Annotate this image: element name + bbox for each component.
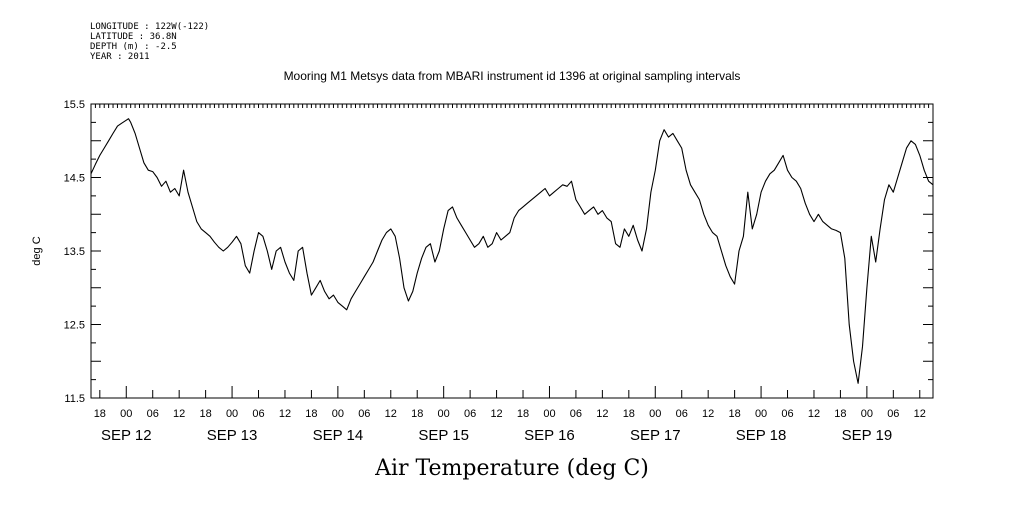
x-hour-label: 18 <box>94 408 106 420</box>
x-day-label: SEP 15 <box>418 427 469 444</box>
metadata-line: LONGITUDE : 122W(-122) <box>90 22 209 32</box>
x-hour-label: 06 <box>887 408 899 420</box>
y-axis-label: deg C <box>31 236 43 265</box>
x-hour-label: 00 <box>438 408 450 420</box>
x-hour-label: 00 <box>332 408 344 420</box>
x-hour-label: 06 <box>464 408 476 420</box>
plot-frame <box>90 103 934 399</box>
series-line <box>90 118 934 384</box>
y-tick-labels: 11.5 12.5 13.5 14.5 15.5 <box>64 99 85 405</box>
x-hour-label: 18 <box>728 408 740 420</box>
x-hour-label: 06 <box>358 408 370 420</box>
x-hour-label: 12 <box>596 408 608 420</box>
x-hour-label: 18 <box>411 408 423 420</box>
series-layer <box>90 118 934 384</box>
x-hour-label: 06 <box>147 408 159 420</box>
x-hour-label: 00 <box>649 408 661 420</box>
x-hour-label: 18 <box>834 408 846 420</box>
metadata-line: DEPTH (m) : -2.5 <box>90 42 177 52</box>
x-day-label: SEP 18 <box>736 427 787 444</box>
x-day-label: SEP 16 <box>524 427 575 444</box>
metadata-line: YEAR : 2011 <box>90 52 150 62</box>
y-tick-label: 11.5 <box>64 393 85 405</box>
x-hour-label: 12 <box>914 408 926 420</box>
metadata-block: LONGITUDE : 122W(-122) LATITUDE : 36.8N … <box>90 22 209 62</box>
x-hour-label: 12 <box>490 408 502 420</box>
x-hour-label: 06 <box>570 408 582 420</box>
ticks-layer <box>90 103 934 399</box>
y-tick-label: 14.5 <box>64 173 85 185</box>
x-hour-label: 00 <box>861 408 873 420</box>
metadata-line: LATITUDE : 36.8N <box>90 32 177 42</box>
x-day-label: SEP 12 <box>101 427 152 444</box>
x-day-label: SEP 13 <box>207 427 258 444</box>
x-hour-label: 12 <box>808 408 820 420</box>
x-hour-label: 00 <box>226 408 238 420</box>
x-hour-label: 12 <box>173 408 185 420</box>
x-hour-label: 12 <box>279 408 291 420</box>
x-hour-label: 18 <box>623 408 635 420</box>
x-hour-label: 18 <box>305 408 317 420</box>
y-tick-label: 15.5 <box>64 99 85 111</box>
x-day-label: SEP 19 <box>842 427 893 444</box>
x-day-label: SEP 17 <box>630 427 681 444</box>
y-tick-label: 12.5 <box>64 320 85 332</box>
x-hour-label: 12 <box>385 408 397 420</box>
x-hour-label: 18 <box>517 408 529 420</box>
x-hour-label: 00 <box>120 408 132 420</box>
x-hour-label: 06 <box>252 408 264 420</box>
x-hour-label: 06 <box>676 408 688 420</box>
x-hour-label: 12 <box>702 408 714 420</box>
y-tick-label: 13.5 <box>64 246 85 258</box>
x-hour-label: 06 <box>781 408 793 420</box>
x-hour-label: 18 <box>199 408 211 420</box>
x-hour-label: 00 <box>755 408 767 420</box>
x-axis-label: Air Temperature (deg C) <box>374 456 649 481</box>
x-tick-labels: 18 00 06 12 18 00 06 12 18 00 06 12 18 00 06 12 18 00 06 12… <box>94 408 926 444</box>
x-day-label: SEP 14 <box>313 427 364 444</box>
chart-title: Mooring M1 Metsys data from MBARI instru… <box>284 69 741 83</box>
x-hour-label: 00 <box>543 408 555 420</box>
